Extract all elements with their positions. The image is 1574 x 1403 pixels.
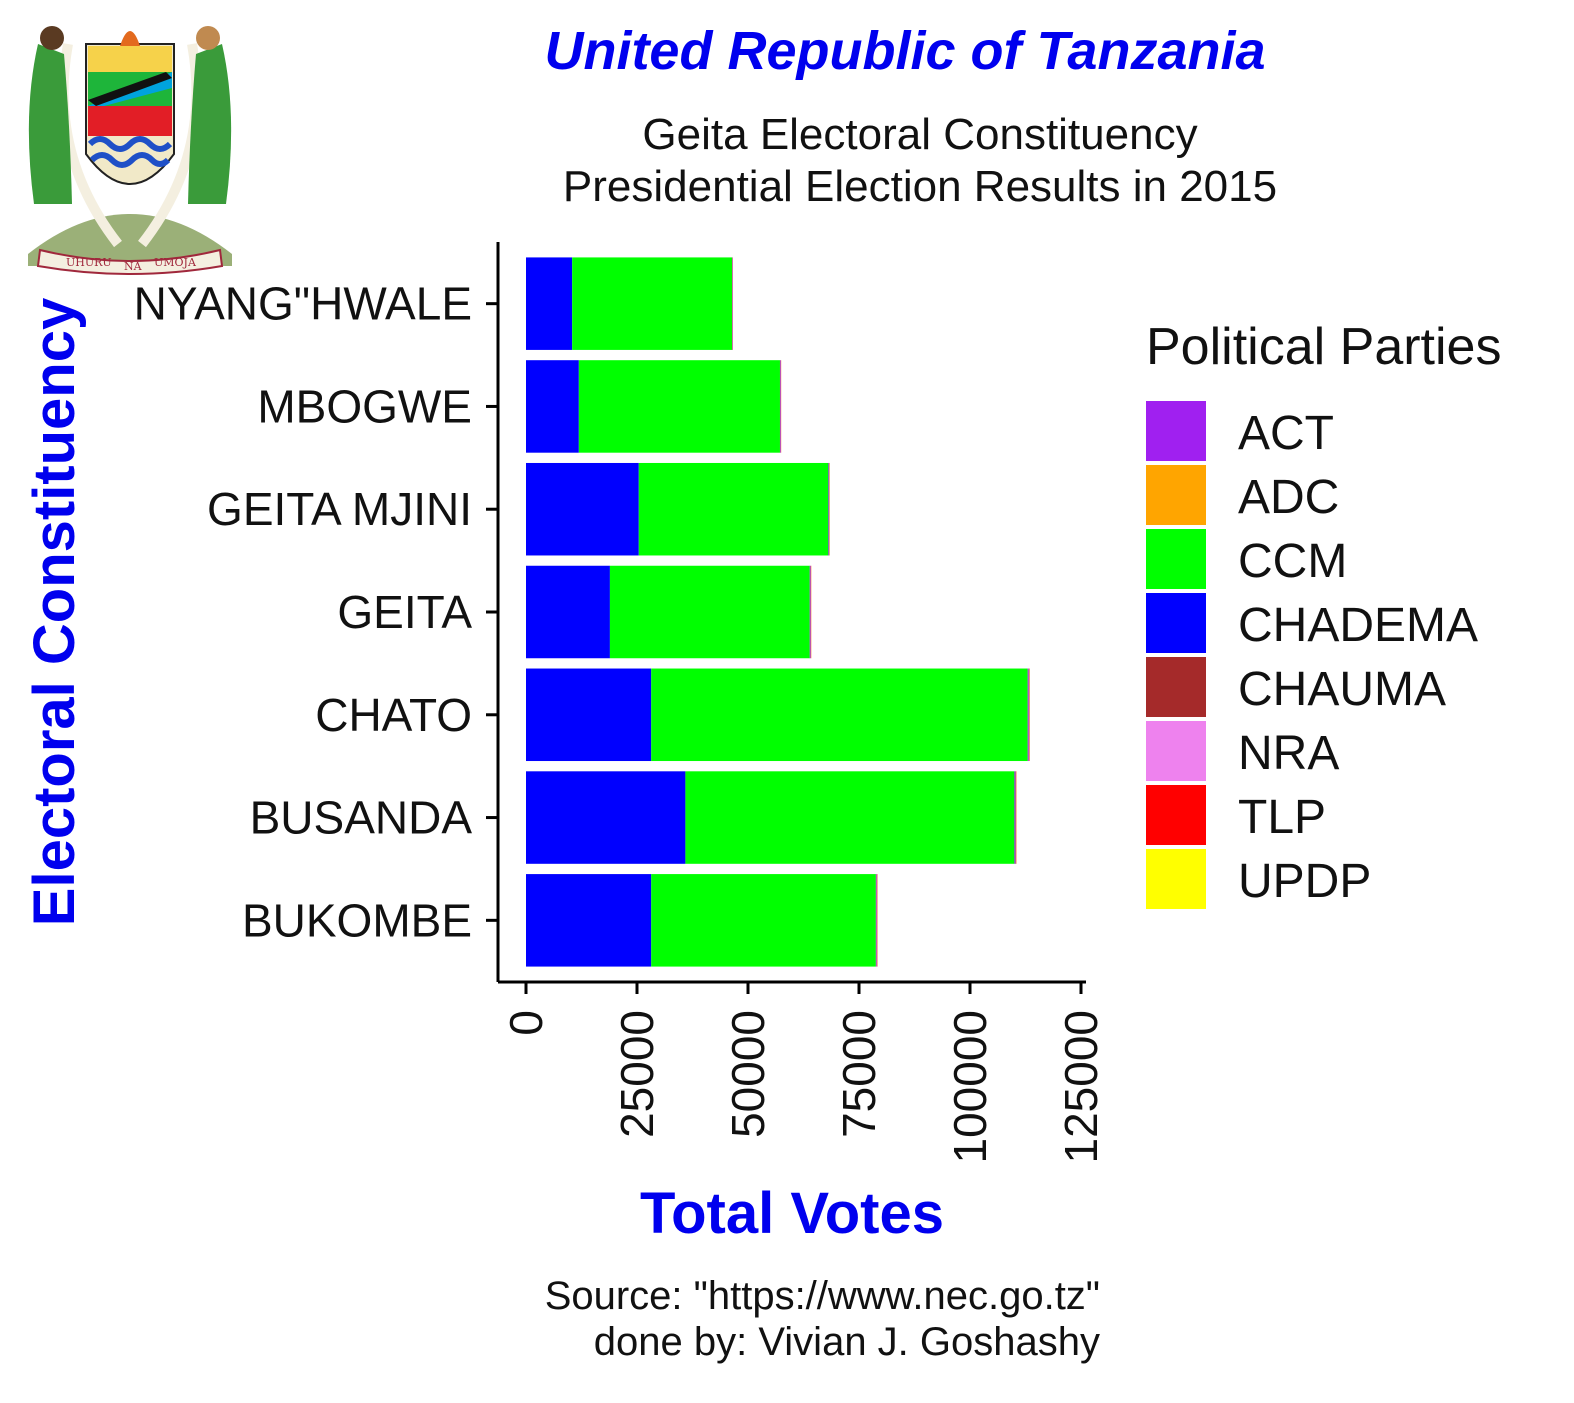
bar-segment-act-busanda: [1014, 771, 1016, 864]
y-tick-label: GEITA: [337, 586, 472, 638]
x-axis-title: Total Votes: [640, 1181, 944, 1246]
motto-text: NA: [124, 260, 143, 273]
bar-segment-ccm-busanda: [685, 771, 1015, 864]
bar-segment-chadema-geita: [526, 565, 610, 659]
chart-title: United Republic of Tanzania: [544, 21, 1266, 81]
y-tick-label: BUSANDA: [250, 792, 473, 844]
legend-label-ccm: CCM: [1238, 535, 1347, 588]
y-axis-title: Electoral Constituency: [22, 298, 87, 926]
legend-swatch-act: [1146, 401, 1206, 461]
bar-segment-ccm-geita-mjini: [638, 462, 829, 556]
bar-segment-ccm-bukombe: [651, 874, 876, 967]
y-tick-label: GEITA MJINI: [207, 483, 472, 535]
legend-label-adc: ADC: [1238, 471, 1339, 524]
x-tick-label: 100000: [944, 1010, 996, 1164]
source-caption: Source: "https://www.nec.go.tz": [544, 1274, 1100, 1318]
bar-segment-act-mbogwe: [779, 360, 781, 453]
legend-swatch-chauma: [1146, 657, 1206, 717]
bar-segment-ccm-geita: [609, 565, 810, 659]
legend-label-tlp: TLP: [1238, 791, 1326, 844]
bar-segment-act-geita-mjini: [828, 462, 830, 556]
legend-swatch-chadema: [1146, 593, 1206, 653]
legend-swatch-updp: [1146, 849, 1206, 909]
legend-swatch-nra: [1146, 721, 1206, 781]
bar-segment-chadema-mbogwe: [526, 360, 579, 453]
bar-segment-ccm-mbogwe: [578, 360, 780, 453]
bar-segment-chadema-nyang-hwale: [526, 257, 573, 350]
legend-label-chadema: CHADEMA: [1238, 599, 1478, 652]
bar-segment-act-bukombe: [875, 874, 877, 967]
y-tick-label: MBOGWE: [257, 380, 472, 432]
legend-label-chauma: CHAUMA: [1238, 663, 1446, 716]
y-tick-label: BUKOMBE: [242, 894, 472, 946]
x-tick-label: 125000: [1055, 1010, 1107, 1164]
legend-label-nra: NRA: [1238, 727, 1339, 780]
legend-swatch-tlp: [1146, 785, 1206, 845]
bar-segment-chadema-bukombe: [526, 874, 652, 967]
bar-segment-act-geita: [809, 565, 811, 659]
y-tick-label: CHATO: [315, 689, 472, 741]
legend-label-updp: UPDP: [1238, 855, 1371, 908]
bar-segment-chadema-busanda: [526, 771, 686, 864]
author-caption: done by: Vivian J. Goshashy: [593, 1320, 1100, 1364]
bar-segment-chadema-geita-mjini: [526, 462, 639, 556]
x-tick-label: 75000: [833, 1010, 885, 1138]
bar-segment-act-chato: [1027, 668, 1029, 762]
coat-of-arms-icon: UHURU NA UMOJA: [28, 26, 232, 275]
bar-segment-ccm-chato: [651, 668, 1028, 762]
bar-segment-chadema-chato: [526, 668, 652, 762]
x-tick-label: 50000: [722, 1010, 774, 1138]
bar-segment-ccm-nyang-hwale: [572, 257, 733, 350]
chart-subtitle-line-1: Geita Electoral Constituency: [642, 110, 1198, 159]
motto-text: UMOJA: [154, 256, 197, 269]
motto-text: UHURU: [66, 256, 112, 269]
legend-label-act: ACT: [1238, 407, 1334, 460]
x-tick-label: 0: [500, 1010, 552, 1036]
x-tick-label: 25000: [611, 1010, 663, 1138]
legend-swatch-adc: [1146, 465, 1206, 525]
legend-title: Political Parties: [1146, 318, 1501, 376]
legend-swatch-ccm: [1146, 529, 1206, 589]
chart-subtitle-line-2: Presidential Election Results in 2015: [562, 162, 1278, 211]
y-tick-label: NYANG"HWALE: [134, 278, 472, 330]
